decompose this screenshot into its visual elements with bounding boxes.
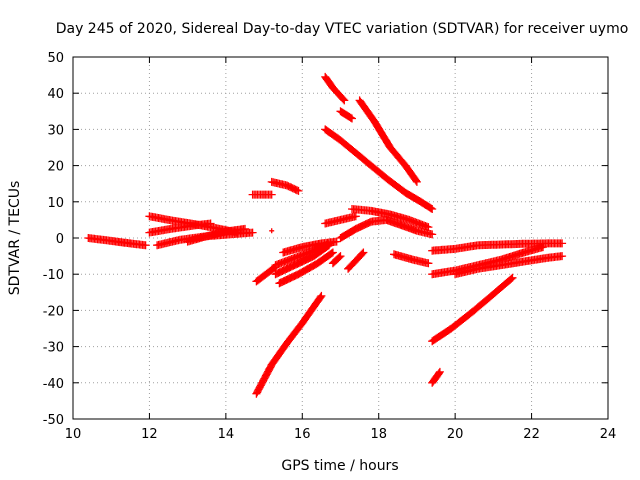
y-tick-label: -50 — [43, 413, 64, 428]
plus-marker-track — [328, 252, 345, 268]
series-track-17 — [355, 96, 421, 186]
x-tick-label: 24 — [600, 427, 617, 442]
series-track-25 — [428, 239, 567, 255]
series-track-19 — [321, 212, 360, 228]
plus-marker-track — [344, 248, 368, 273]
plus-marker-track — [451, 252, 567, 279]
series-track-09 — [269, 228, 275, 234]
plus-marker-track — [275, 248, 337, 288]
y-axis-label: SDTVAR / TECUs — [7, 181, 23, 296]
data-marks — [84, 72, 567, 398]
y-tick-label: 0 — [56, 232, 64, 247]
y-tick-label: -40 — [43, 377, 64, 392]
x-tick-label: 14 — [218, 427, 235, 442]
plus-marker-track — [84, 234, 150, 250]
series-track-05 — [183, 224, 249, 246]
series-track-03 — [145, 219, 215, 237]
plus-marker-track — [321, 72, 349, 105]
x-tick-label: 18 — [370, 427, 387, 442]
series-track-11 — [275, 248, 337, 288]
x-tick-labels: 10 12 14 16 18 20 22 24 — [65, 427, 617, 442]
plus-marker-track — [321, 212, 360, 228]
plus-marker-track — [321, 125, 437, 213]
plus-marker-track — [267, 177, 303, 195]
series-track-20 — [336, 215, 437, 242]
y-tick-labels: -50 -40 -30 -20 -10 0 10 20 30 40 50 — [43, 51, 64, 428]
plus-marker-track — [428, 273, 517, 346]
y-tick-label: 50 — [47, 51, 64, 66]
series-track-21 — [348, 205, 433, 232]
series-track-08 — [252, 263, 280, 286]
grid-lines — [73, 57, 608, 419]
series-track-01 — [84, 234, 150, 250]
plus-marker-track — [348, 205, 433, 232]
series-track-15 — [321, 72, 349, 105]
axis-ticks — [72, 56, 609, 420]
x-tick-label: 22 — [523, 427, 540, 442]
plus-marker-track — [145, 219, 215, 237]
plus-marker-track — [252, 291, 326, 398]
series-track-13 — [271, 239, 333, 270]
plus-marker-track — [269, 228, 275, 234]
plus-marker-track — [355, 96, 421, 186]
plus-marker-track — [336, 215, 437, 242]
series-track-28 — [428, 273, 517, 346]
plus-marker-track — [428, 239, 567, 255]
y-tick-label: 20 — [47, 160, 64, 175]
series-track-14 — [252, 291, 326, 398]
y-tick-label: 10 — [47, 196, 64, 211]
plus-marker-track — [252, 263, 280, 286]
series-track-24 — [390, 250, 433, 268]
y-tick-label: 40 — [47, 87, 64, 102]
series-track-27 — [451, 252, 567, 279]
plus-marker-track — [183, 224, 249, 246]
series-track-16 — [336, 107, 356, 123]
series-track-07 — [267, 177, 303, 195]
plus-marker-track — [248, 190, 276, 199]
series-track-29 — [428, 367, 444, 387]
x-axis-label: GPS time / hours — [281, 458, 398, 474]
plus-marker-track — [428, 367, 444, 387]
x-tick-label: 16 — [294, 427, 311, 442]
x-tick-label: 12 — [141, 427, 158, 442]
x-tick-label: 10 — [65, 427, 82, 442]
plus-marker-track — [390, 250, 433, 268]
series-track-06 — [248, 190, 276, 199]
y-tick-label: -20 — [43, 304, 64, 319]
y-tick-label: 30 — [47, 123, 64, 138]
chart-title: Day 245 of 2020, Sidereal Day-to-day VTE… — [56, 21, 629, 37]
series-track-23 — [344, 248, 368, 273]
x-tick-label: 20 — [447, 427, 464, 442]
y-tick-label: -10 — [43, 268, 64, 283]
y-tick-label: -30 — [43, 341, 64, 356]
plus-marker-track — [271, 239, 333, 270]
plus-marker-track — [336, 107, 356, 123]
series-track-22 — [328, 252, 345, 268]
series-track-18 — [321, 125, 437, 213]
